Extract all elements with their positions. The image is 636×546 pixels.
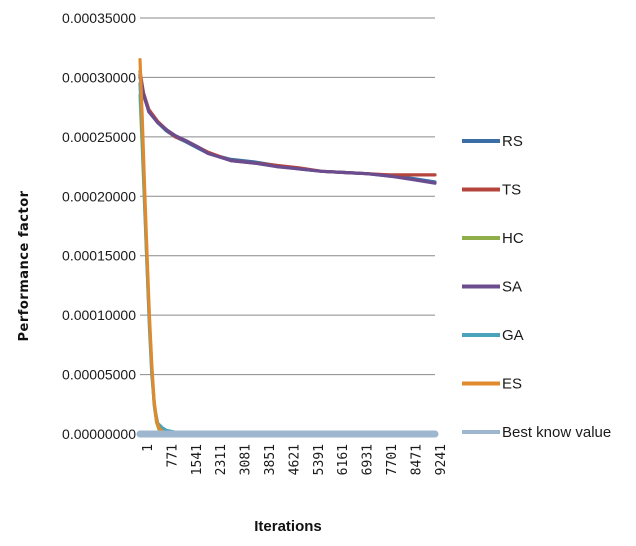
legend-item: Best know value: [462, 424, 611, 441]
y-tick-label: 0.00000000: [62, 426, 136, 442]
x-tick-label: 6931: [361, 444, 376, 475]
y-axis-ticks: 0.00035000 0.00030000 0.00025000 0.00020000…: [62, 10, 136, 442]
x-tick-label: 4621: [287, 444, 302, 475]
legend-label: GA: [502, 327, 524, 344]
series-line-ts: [138, 69, 437, 177]
legend-item: TS: [462, 182, 521, 199]
y-tick-label: 0.00015000: [62, 248, 136, 264]
legend-label: ES: [502, 376, 522, 393]
y-tick-label: 0.00035000: [62, 10, 136, 26]
legend: RS TS HC SA GA ES Best know value: [462, 133, 611, 441]
legend-item: HC: [462, 230, 524, 247]
y-tick-label: 0.00020000: [62, 188, 136, 204]
x-tick-label: 8471: [409, 444, 424, 475]
legend-label: Best know value: [502, 424, 611, 441]
x-tick-label: 6161: [336, 444, 351, 475]
y-tick-label: 0.00030000: [62, 69, 136, 85]
y-axis-label: Performance factor: [17, 190, 32, 341]
series-line-hc: [138, 93, 437, 436]
legend-label: SA: [502, 279, 522, 296]
legend-item: GA: [462, 327, 524, 344]
x-tick-label: 1: [141, 444, 156, 452]
legend-label: RS: [502, 133, 523, 150]
y-tick-label: 0.00010000: [62, 307, 136, 323]
x-tick-label: 3851: [263, 444, 278, 475]
series-line-ga: [138, 81, 437, 435]
legend-item: RS: [462, 133, 523, 150]
y-tick-label: 0.00025000: [62, 129, 136, 145]
x-tick-label: 3081: [239, 444, 254, 475]
series-lines: [136, 57, 439, 438]
x-tick-label: 771: [165, 444, 180, 467]
x-tick-label: 9241: [434, 444, 449, 475]
series-line-es: [138, 57, 437, 435]
x-tick-label: 1541: [190, 444, 205, 475]
x-axis-label: Iterations: [254, 518, 322, 535]
x-tick-label: 2311: [214, 444, 229, 475]
x-tick-label: 5391: [312, 444, 327, 475]
legend-item: SA: [462, 279, 522, 296]
x-axis-ticks: 1 771 1541 2311 3081 3851 4621 5391 6161 6931 7701…: [141, 444, 449, 475]
y-tick-label: 0.00005000: [62, 367, 136, 383]
series-line-sa: [138, 73, 437, 185]
legend-label: HC: [502, 230, 524, 247]
legend-label: TS: [502, 182, 521, 199]
grid-lines: [140, 17, 435, 435]
x-tick-label: 7701: [385, 444, 400, 475]
legend-item: ES: [462, 376, 522, 393]
